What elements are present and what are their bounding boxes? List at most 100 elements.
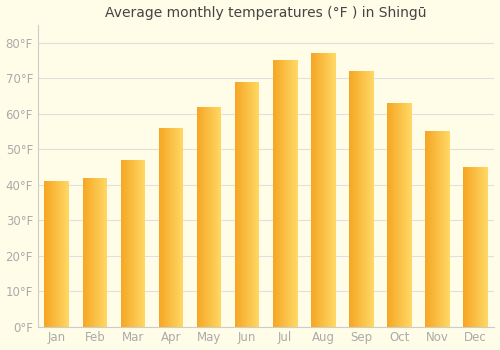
Bar [319,53,320,327]
Bar [295,61,296,327]
Bar [92,177,93,327]
Bar [211,106,212,327]
Bar [252,82,254,327]
Bar [279,61,280,327]
Bar [288,61,289,327]
Bar [406,103,408,327]
Bar [52,181,53,327]
Bar [237,82,238,327]
Bar [182,128,184,327]
Bar [91,177,92,327]
Bar [247,82,248,327]
Bar [328,53,329,327]
Bar [325,53,326,327]
Bar [473,167,474,327]
Bar [320,53,322,327]
Bar [282,61,284,327]
Bar [320,53,321,327]
Bar [60,181,61,327]
Bar [68,181,69,327]
Bar [66,181,68,327]
Bar [433,131,434,327]
Bar [105,177,106,327]
Bar [357,71,358,327]
Bar [280,61,281,327]
Bar [236,82,237,327]
Bar [316,53,317,327]
Bar [402,103,403,327]
Bar [144,160,146,327]
Bar [472,167,473,327]
Bar [329,53,330,327]
Bar [165,128,166,327]
Bar [258,82,259,327]
Bar [218,106,219,327]
Bar [46,181,47,327]
Bar [133,160,134,327]
Bar [466,167,467,327]
Bar [242,82,243,327]
Bar [371,71,372,327]
Bar [478,167,479,327]
Bar [83,177,84,327]
Bar [178,128,179,327]
Bar [353,71,354,327]
Bar [467,167,468,327]
Bar [311,53,312,327]
Bar [202,106,203,327]
Bar [442,131,443,327]
Bar [63,181,64,327]
Bar [104,177,105,327]
Bar [470,167,471,327]
Bar [484,167,486,327]
Bar [290,61,292,327]
Bar [58,181,59,327]
Bar [276,61,277,327]
Bar [463,167,464,327]
Bar [220,106,221,327]
Bar [86,177,87,327]
Bar [219,106,220,327]
Bar [435,131,436,327]
Bar [66,181,67,327]
Bar [404,103,405,327]
Bar [122,160,123,327]
Bar [85,177,86,327]
Bar [334,53,335,327]
Bar [278,61,279,327]
Bar [401,103,402,327]
Bar [335,53,336,327]
Bar [96,177,97,327]
Bar [196,106,198,327]
Bar [216,106,217,327]
Bar [428,131,430,327]
Bar [436,131,438,327]
Bar [366,71,367,327]
Bar [403,103,404,327]
Bar [292,61,293,327]
Bar [479,167,480,327]
Bar [173,128,174,327]
Bar [82,177,83,327]
Bar [90,177,91,327]
Bar [256,82,257,327]
Bar [132,160,133,327]
Bar [164,128,165,327]
Bar [87,177,88,327]
Bar [277,61,278,327]
Bar [410,103,411,327]
Bar [443,131,444,327]
Bar [248,82,249,327]
Bar [327,53,328,327]
Bar [315,53,316,327]
Bar [208,106,209,327]
Bar [444,131,445,327]
Bar [318,53,319,327]
Bar [363,71,364,327]
Bar [140,160,141,327]
Bar [199,106,200,327]
Bar [332,53,333,327]
Bar [471,167,472,327]
Bar [158,128,160,327]
Bar [449,131,450,327]
